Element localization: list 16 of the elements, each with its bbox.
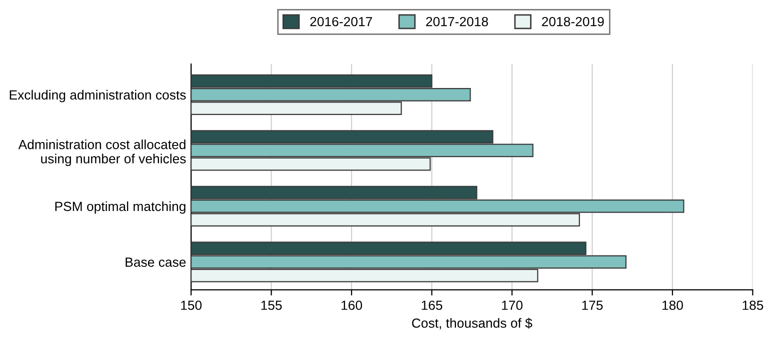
y-tick-label: PSM optimal matching bbox=[55, 201, 186, 214]
x-tick-label: 170 bbox=[502, 300, 523, 310]
legend-label: 2018-2019 bbox=[542, 16, 604, 26]
x-tick-label: 175 bbox=[582, 300, 603, 310]
y-tick-label: Administration cost allocated using number of vehicles bbox=[18, 140, 186, 166]
y-tick-label: Base case bbox=[126, 258, 186, 267]
legend-label: 2017-2018 bbox=[426, 16, 488, 26]
y-tick-label: Excluding administration costs bbox=[10, 90, 186, 102]
x-tick-label: 160 bbox=[342, 300, 362, 310]
legend-label: 2016-2017 bbox=[310, 16, 372, 26]
x-tick-label: 185 bbox=[742, 300, 764, 310]
x-axis-title: Cost, thousands of $ bbox=[412, 318, 532, 330]
x-tick-label: 165 bbox=[422, 300, 442, 310]
x-tick-label: 155 bbox=[261, 300, 282, 310]
x-tick-label: 180 bbox=[662, 300, 683, 310]
x-tick-label: 150 bbox=[181, 300, 202, 310]
